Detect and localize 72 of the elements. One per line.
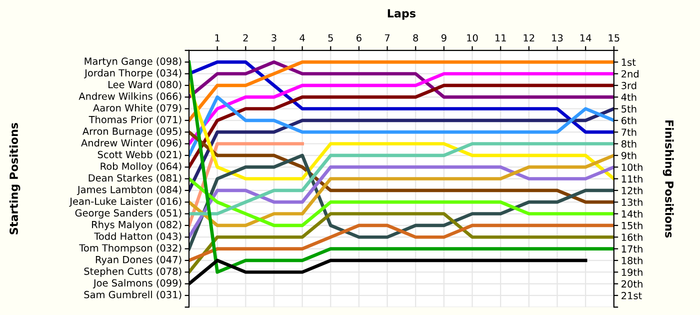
y-tick-label: 5th [622,105,636,113]
x-tick-label: 15 [608,34,620,42]
y-tick-label: 3rd [622,82,636,90]
text: Dean Starkes (081) [88,174,182,183]
x-tick-label: 10 [467,34,478,42]
text: Rob Molloy (064) [100,162,182,172]
text: Jordan Thorpe (034) [84,69,182,78]
line-series [189,60,614,274]
text: Joe Salmons (099) [92,279,182,288]
y-axis-title: Finishing Positions [662,120,674,238]
line-series [189,142,614,216]
x-tick-label: 14 [580,34,592,42]
x-tick-label: 11 [495,34,506,42]
y-tick-label: 2nd [622,70,638,78]
y-tick-label: 17th [622,245,642,252]
y-tick-label: 12th [622,186,642,194]
y-tick-label: 11th [622,175,642,182]
x-tick-label: 12 [524,34,534,42]
text: George Sanders (051) [75,209,182,218]
text: Tom Thompson (032) [79,244,182,254]
line-series [189,154,614,228]
y-tick-label: 16th [622,233,642,241]
text: Andrew Winter (096) [81,139,182,148]
line-series [189,177,614,228]
x-tick-label: 7 [384,34,390,42]
y-tick-label: 4th [621,93,636,101]
text: Scott Webb (021) [98,150,182,160]
x-tick-label: 5 [328,34,333,42]
y-tick-label: 13th [622,198,642,206]
text: Ryan Dones (047) [96,256,182,266]
line-series [189,60,614,134]
line-series [189,130,614,204]
x-tick-label: 2 [243,34,248,42]
text: Todd Hatton (043) [94,232,182,242]
text: Lee Ward (080) [108,80,182,90]
x-tick-label: 13 [552,34,563,42]
line-series [189,224,614,262]
x-tick-label: 1 [215,34,220,42]
y-tick-label: 14th [622,210,642,218]
y-tick-label: 15th [622,222,642,230]
y-tick-label: 21st [622,292,642,300]
text: Martyn Gange (098) [84,57,182,67]
y-tick-label: 10th [622,163,642,171]
line-series [189,107,614,192]
y-tick-label: 1st [622,58,636,66]
y-tick-label: 8th [622,140,636,148]
y-tick-label: 19th [622,268,642,276]
line-series [189,165,614,239]
text: James Lambton (084) [76,186,182,196]
text: Stephen Cutts (078) [84,267,182,277]
y-tick-label: 20th [622,280,642,288]
y-tick-label: 6th [622,116,636,124]
x-tick-label: 4 [300,34,305,42]
x-tick-label: 8 [413,34,418,42]
text: Rhys Malyon (082) [92,220,182,230]
x-tick-label: 9 [441,34,446,42]
y-tick-label: 7th [622,128,636,136]
text: Jean-Luke Laister (016) [69,197,182,207]
text: Andrew Wilkins (066) [78,92,182,102]
text: Aaron White (079) [93,104,182,113]
text: Sam Gumbrell (031) [84,290,182,300]
text: Arron Burnage (095) [82,127,182,137]
text: Thomas Prior (071) [88,116,182,124]
x-tick-label: 3 [272,34,276,42]
line-series [189,95,614,158]
line-series [189,60,614,122]
text: Starting Positions [9,122,20,234]
line-series [189,72,614,146]
x-tick-label: 6 [356,34,362,42]
x-axis-title: Laps [388,9,416,20]
y-tick-label: 9th [621,152,636,160]
y-tick-label: 18th [622,256,642,264]
